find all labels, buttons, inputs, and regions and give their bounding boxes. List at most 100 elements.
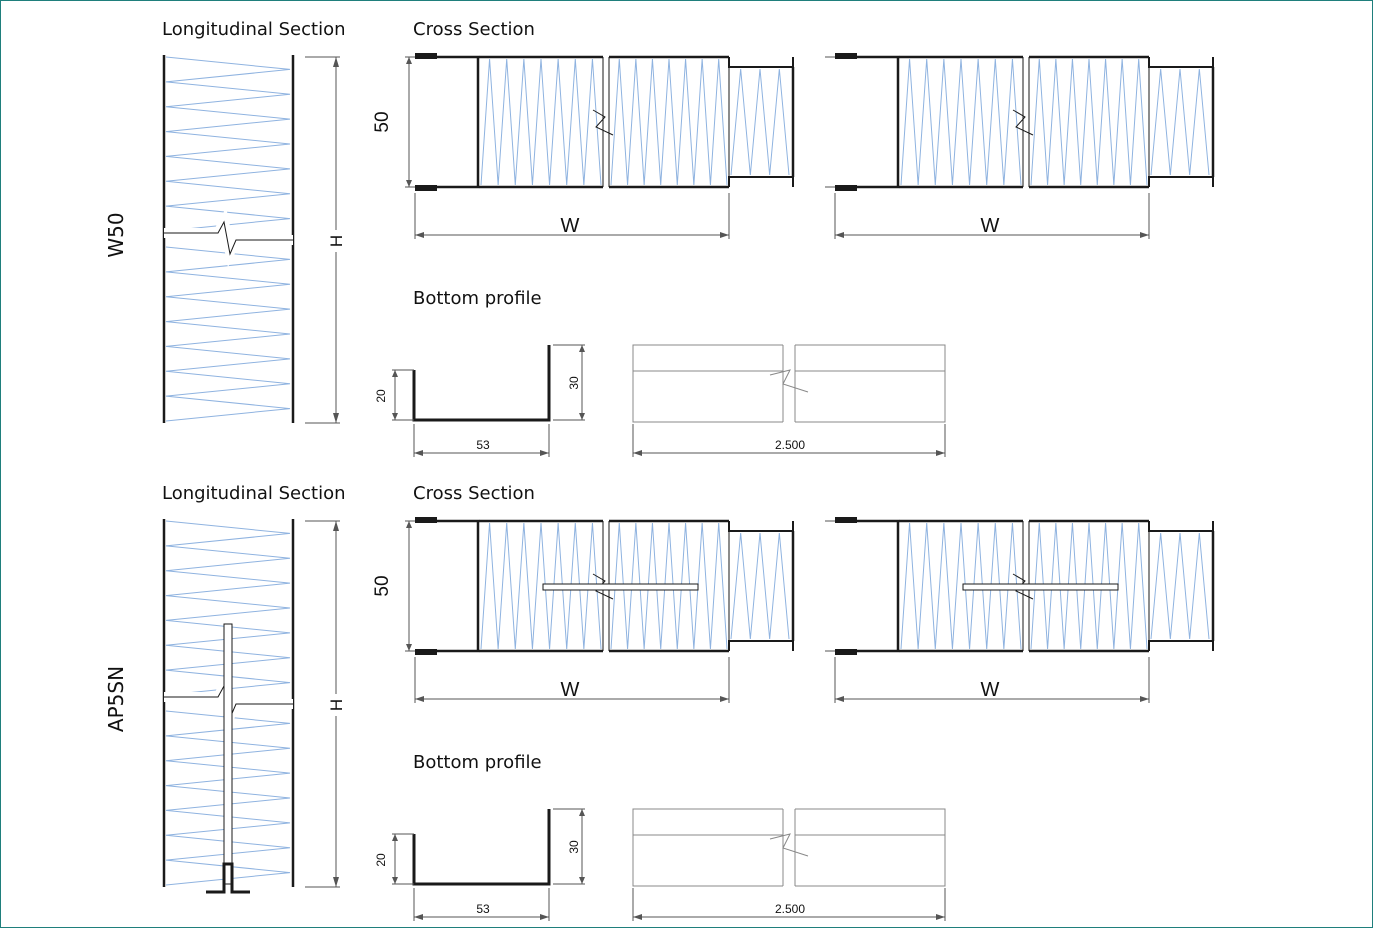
dimension-arrow (540, 914, 549, 920)
profile-flange-small: 20 (374, 389, 388, 403)
profile-length-label: 2.500 (775, 438, 805, 452)
dimension-arrow (406, 180, 412, 187)
bottom-profile-section (392, 808, 585, 921)
dimension-arrow (392, 370, 398, 377)
bottom-fixing (206, 862, 250, 894)
panel-ap5sn: Longitudinal Section Cross Section Botto… (104, 483, 1215, 921)
step-bottom (1148, 640, 1214, 651)
profile-flange-large: 30 (567, 840, 581, 854)
dimension-arrow (1140, 696, 1149, 702)
insulation-fibre (1150, 532, 1210, 640)
width-label-right: W (981, 215, 1000, 237)
cross-section-title: Cross Section (413, 19, 535, 40)
insulation-fibre (1030, 522, 1148, 650)
dimension-arrow (936, 450, 945, 456)
insulation-fibre (165, 710, 291, 886)
dimension-arrow (936, 914, 945, 920)
dimension-arrow (540, 450, 549, 456)
upper-panel-block (163, 55, 294, 233)
edge-clip-bottom (415, 649, 437, 655)
break-gap (783, 807, 795, 889)
insulation-fibre (730, 68, 790, 176)
edge-channel (415, 55, 480, 189)
break-symbol (769, 833, 809, 857)
dimension-arrow (579, 413, 585, 420)
edge-clip-bottom (415, 185, 437, 191)
dimension-arrow (415, 696, 424, 702)
height-label: H (327, 699, 346, 711)
break-symbol (1012, 109, 1034, 136)
dimension-arrow (414, 450, 423, 456)
width-label-left: W (561, 215, 580, 237)
dimension-arrow (406, 57, 412, 64)
bottom-profile-elevation (632, 343, 946, 457)
step-top (728, 521, 794, 532)
profile-width-label: 53 (476, 902, 490, 916)
bottom-profile-title: Bottom profile (413, 288, 542, 309)
dimension-arrow (392, 413, 398, 420)
edge-clip-bottom (835, 185, 857, 191)
dimension-arrow (1140, 232, 1149, 238)
dimension-arrow (579, 345, 585, 352)
profile-flange-large: 30 (567, 376, 581, 390)
profile-width-label: 53 (476, 438, 490, 452)
cross-section-title: Cross Section (413, 483, 535, 504)
panel-w50: Longitudinal Section Cross Section Botto… (104, 19, 1215, 457)
dimension-arrow (720, 232, 729, 238)
panel-type-label: AP5SN (104, 666, 128, 732)
thickness-label: 50 (372, 111, 393, 132)
insulation-fibre (165, 246, 291, 422)
width-label-left: W (561, 679, 580, 701)
edge-clip-top (415, 53, 437, 59)
insulation-fibre (730, 532, 790, 640)
insulation-fibre (1150, 68, 1210, 176)
edge-clip-top (835, 53, 857, 59)
insulation-fibre (900, 522, 1022, 650)
width-label-right: W (981, 679, 1000, 701)
step-top (1148, 57, 1214, 68)
height-label: H (327, 235, 346, 247)
dimension-arrow (392, 834, 398, 841)
spline-bar (962, 583, 1119, 591)
dimension-arrow (392, 877, 398, 884)
cross-section-left (405, 53, 795, 239)
dimension-arrow (414, 914, 423, 920)
u-channel (412, 345, 551, 422)
spline-bar (223, 623, 233, 885)
edge-channel (415, 519, 480, 653)
step-bottom (1148, 176, 1214, 187)
cross-section-right (825, 517, 1215, 703)
dimension-arrow (633, 450, 642, 456)
insulation-fibre (165, 520, 291, 696)
profile-length-label: 2.500 (775, 902, 805, 916)
dimension-arrow (835, 232, 844, 238)
insulation-fibre (480, 522, 602, 650)
longitudinal-section-drawing (162, 55, 295, 423)
panel-type-label: W50 (104, 212, 128, 257)
edge-clip-top (835, 517, 857, 523)
dimension-arrow (415, 232, 424, 238)
height-dimension: H (305, 56, 346, 424)
cross-section-left (405, 517, 795, 703)
edge-channel (835, 55, 900, 189)
dimension-arrow (720, 696, 729, 702)
longitudinal-section-title: Longitudinal Section (162, 19, 346, 40)
dimension-arrow (633, 914, 642, 920)
edge-clip-bottom (835, 649, 857, 655)
longitudinal-section-title: Longitudinal Section (162, 483, 346, 504)
step-top (1148, 521, 1214, 532)
height-dimension: H (305, 520, 346, 888)
edge-clip-top (415, 517, 437, 523)
edge-channel (835, 519, 900, 653)
insulation-fibre (610, 58, 728, 186)
profile-flange-small: 20 (374, 853, 388, 867)
insulation-fibre (610, 522, 728, 650)
break-line-upper (164, 220, 293, 256)
dimension-arrow (406, 644, 412, 651)
bottom-profile-section (392, 344, 585, 457)
bottom-profile-elevation (632, 807, 946, 921)
longitudinal-section-drawing (162, 519, 295, 894)
u-channel (412, 809, 551, 886)
dimension-arrow (579, 877, 585, 884)
